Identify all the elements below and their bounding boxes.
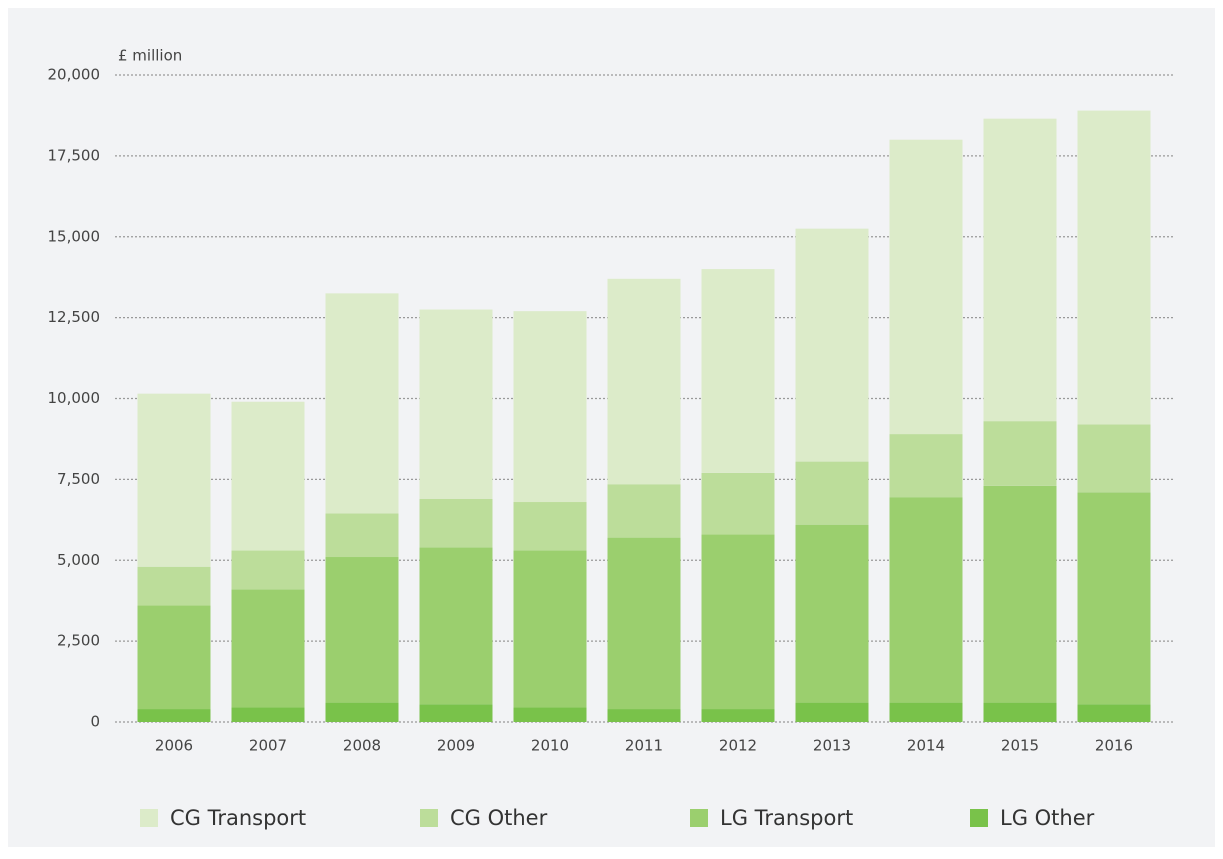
bar-segment bbox=[325, 513, 399, 558]
bar-segment bbox=[419, 547, 493, 705]
x-tick-label: 2011 bbox=[625, 737, 663, 755]
y-tick-label: 20,000 bbox=[48, 66, 101, 84]
bar-segment bbox=[889, 702, 963, 722]
bar-segment bbox=[795, 461, 869, 525]
bar-segment bbox=[889, 497, 963, 703]
legend-label: CG Other bbox=[450, 806, 548, 830]
bar-segment bbox=[325, 557, 399, 703]
bar-segment bbox=[231, 589, 305, 708]
legend-swatch bbox=[970, 809, 988, 827]
bar-segment bbox=[889, 434, 963, 498]
x-tick-label: 2010 bbox=[531, 737, 569, 755]
bar-segment bbox=[795, 524, 869, 703]
bar-segment bbox=[983, 485, 1057, 703]
y-tick-label: 2,500 bbox=[57, 632, 100, 650]
bar-segment bbox=[701, 709, 775, 722]
bar-segment bbox=[513, 502, 587, 551]
bar-segment bbox=[325, 702, 399, 722]
bar-segment bbox=[1077, 110, 1151, 425]
bar-segment bbox=[137, 605, 211, 710]
bar-segment bbox=[607, 537, 681, 710]
bar-segment bbox=[231, 707, 305, 722]
y-tick-label: 15,000 bbox=[48, 227, 101, 245]
bar-segment bbox=[607, 278, 681, 485]
x-tick-label: 2016 bbox=[1095, 737, 1133, 755]
y-tick-label: 12,500 bbox=[48, 308, 101, 326]
y-tick-label: 17,500 bbox=[48, 146, 101, 164]
bar-segment bbox=[607, 484, 681, 538]
y-tick-label: 10,000 bbox=[48, 389, 101, 407]
bar-segment bbox=[701, 269, 775, 473]
legend-label: LG Transport bbox=[720, 806, 853, 830]
bar-segment bbox=[325, 293, 399, 514]
bar-segment bbox=[607, 709, 681, 722]
bar-segment bbox=[795, 702, 869, 722]
y-tick-label: 7,500 bbox=[57, 470, 100, 488]
bar-segment bbox=[795, 228, 869, 462]
bar-segment bbox=[231, 550, 305, 590]
legend-label: CG Transport bbox=[170, 806, 306, 830]
bar-segment bbox=[419, 309, 493, 499]
x-tick-label: 2008 bbox=[343, 737, 381, 755]
x-tick-label: 2015 bbox=[1001, 737, 1039, 755]
bar-segment bbox=[513, 707, 587, 722]
bar-segment bbox=[1077, 704, 1151, 722]
x-tick-label: 2006 bbox=[155, 737, 193, 755]
bar-segment bbox=[137, 393, 211, 567]
bar-segment bbox=[701, 534, 775, 710]
x-tick-label: 2007 bbox=[249, 737, 287, 755]
legend-label: LG Other bbox=[1000, 806, 1095, 830]
bar-segment bbox=[513, 550, 587, 708]
bar-segment bbox=[137, 709, 211, 722]
bar-segment bbox=[419, 498, 493, 548]
x-tick-label: 2009 bbox=[437, 737, 475, 755]
legend-swatch bbox=[690, 809, 708, 827]
legend-swatch bbox=[420, 809, 438, 827]
legend-swatch bbox=[140, 809, 158, 827]
x-tick-label: 2014 bbox=[907, 737, 945, 755]
y-axis-label: £ million bbox=[118, 47, 182, 65]
x-tick-label: 2012 bbox=[719, 737, 757, 755]
y-tick-label: 5,000 bbox=[57, 551, 100, 569]
bar-segment bbox=[1077, 424, 1151, 493]
bar-segment bbox=[983, 421, 1057, 486]
bar-segment bbox=[137, 566, 211, 606]
bar-segment bbox=[231, 401, 305, 551]
bar-segment bbox=[513, 311, 587, 503]
bar-segment bbox=[983, 702, 1057, 722]
y-tick-label: 0 bbox=[90, 713, 100, 731]
bar-segment bbox=[983, 118, 1057, 422]
bar-segment bbox=[701, 472, 775, 535]
bar-segment bbox=[419, 704, 493, 722]
x-tick-label: 2013 bbox=[813, 737, 851, 755]
bar-segment bbox=[1077, 492, 1151, 705]
bar-segment bbox=[889, 139, 963, 435]
